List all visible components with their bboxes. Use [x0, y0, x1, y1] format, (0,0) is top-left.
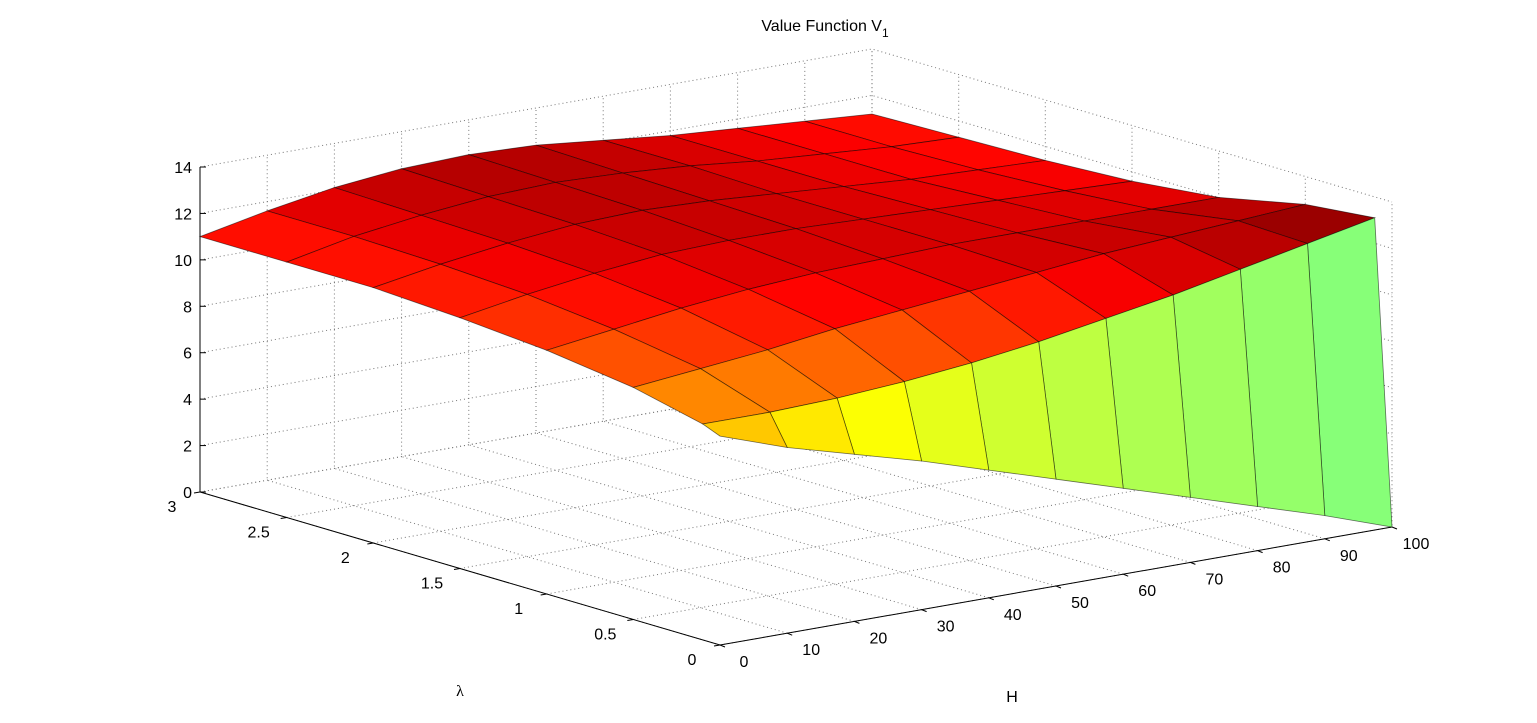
- surface-facet: [701, 411, 788, 449]
- x-tick-label: 0: [740, 654, 749, 671]
- z-tick-label: 12: [174, 206, 192, 223]
- z-tick-label: 2: [183, 439, 192, 456]
- x-tick-label: 90: [1340, 548, 1358, 565]
- chart-title: Value Function V1: [761, 18, 889, 40]
- y-tick: [453, 568, 461, 570]
- x-tick: [787, 632, 793, 636]
- grid-line: [737, 72, 1258, 552]
- x-tick-label: 80: [1273, 560, 1291, 577]
- x-tick-label: 30: [937, 619, 955, 636]
- y-tick-label: 1: [514, 601, 523, 618]
- x-tick: [1324, 538, 1330, 542]
- y-axis-label: λ: [456, 683, 464, 700]
- title-subscript: 1: [882, 26, 889, 40]
- y-tick: [193, 491, 201, 494]
- y-tick: [713, 644, 721, 647]
- x-tick: [1055, 585, 1062, 589]
- x-tick-label: 40: [1004, 607, 1022, 624]
- z-tick-label: 0: [183, 485, 192, 502]
- y-tick: [627, 619, 634, 621]
- y-tick-label: 1.5: [421, 576, 443, 593]
- y-tick-label: 3: [168, 499, 177, 516]
- x-tick: [854, 620, 860, 624]
- x-tick: [921, 609, 927, 613]
- grid-line: [535, 108, 1057, 587]
- y-tick: [367, 542, 374, 545]
- z-tick-label: 10: [174, 253, 192, 270]
- x-tick: [1123, 573, 1129, 577]
- x-tick: [988, 597, 994, 601]
- x-tick-label: 100: [1403, 536, 1430, 553]
- title-text: Value Function V: [761, 18, 882, 35]
- z-tick-label: 14: [174, 160, 192, 177]
- y-tick-label: 2.5: [248, 525, 270, 542]
- x-tick: [1190, 561, 1196, 565]
- y-tick: [540, 593, 547, 596]
- y-tick-label: 2: [341, 550, 350, 567]
- x-axis-label: H: [1006, 689, 1018, 706]
- grid-line: [602, 96, 1124, 575]
- x-tick-label: 20: [870, 630, 888, 647]
- z-tick-label: 8: [183, 299, 192, 316]
- x-tick: [1391, 526, 1398, 530]
- z-tick-label: 4: [183, 392, 192, 409]
- y-tick-label: 0: [688, 652, 697, 669]
- x-tick-label: 60: [1138, 583, 1156, 600]
- x-tick-label: 50: [1071, 595, 1089, 612]
- x-tick: [1257, 550, 1263, 554]
- y-tick: [280, 517, 287, 519]
- z-tick-label: 6: [183, 346, 192, 363]
- x-tick-label: 10: [802, 642, 820, 659]
- y-tick-label: 0.5: [594, 627, 616, 644]
- grid-line: [669, 84, 1191, 563]
- x-tick-label: 70: [1206, 571, 1224, 588]
- x-tick: [719, 644, 726, 648]
